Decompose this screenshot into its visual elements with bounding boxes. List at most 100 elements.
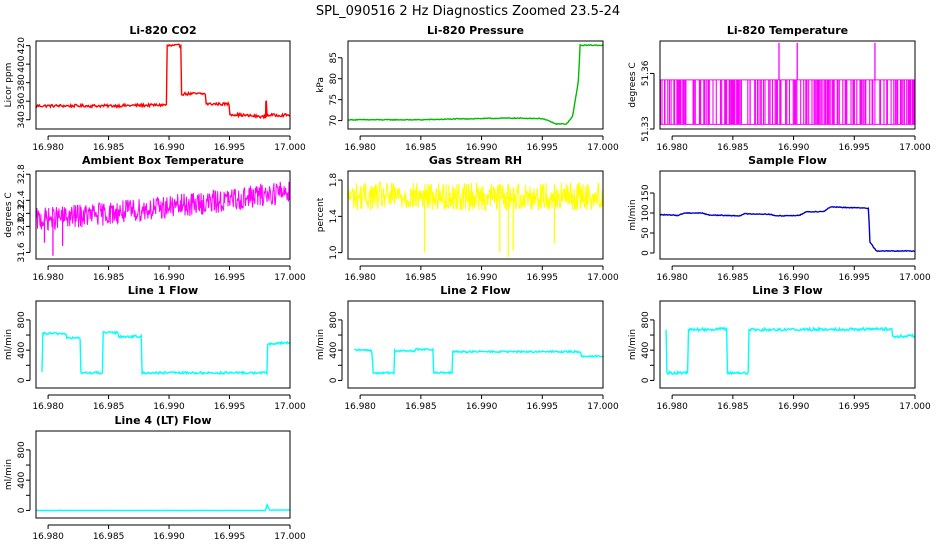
panel-8-x-axis: 16.980 16.985 16.990 16.995 17.000 — [344, 394, 619, 412]
panel-6-y-tick-label: 0 — [641, 250, 651, 256]
panel-2-x-tick-label: 16.990 — [466, 143, 498, 153]
panel-7-x-axis: 16.980 16.985 16.990 16.995 17.000 — [32, 394, 306, 412]
panel-4-x-tick-label: 17.000 — [274, 273, 306, 283]
panel-10: Line 4 (LT) Flow ml/min 16.980 16.985 16.990… — [4, 414, 306, 542]
panel-4-x-tick-label: 16.990 — [153, 273, 185, 283]
panel-2-x-tick-label: 16.985 — [405, 143, 437, 153]
panel-5-x-tick-label: 16.995 — [527, 273, 559, 283]
panel-7-y-tick-label: 800 — [17, 311, 27, 328]
panel-7-x-tick-label: 16.980 — [32, 402, 64, 412]
panel-8-x-tick-label: 16.980 — [344, 402, 376, 412]
panel-5-y-axis: 1.0 1.4 1.8 — [329, 173, 343, 260]
panel-3-x-tick-label: 16.980 — [656, 143, 688, 153]
figure-title: SPL_090516 2 Hz Diagnostics Zoomed 23.5-… — [316, 4, 620, 19]
panel-10-y-tick-label: 800 — [17, 441, 27, 458]
panel-10-y-tick-label: 400 — [17, 471, 27, 488]
panel-4-x-tick-label: 16.985 — [93, 273, 125, 283]
panel-10-ylabel: ml/min — [4, 459, 14, 490]
panel-9-y-tick-label: 800 — [641, 311, 651, 328]
panel-5-x-axis: 16.980 16.985 16.990 16.995 17.000 — [344, 265, 619, 283]
panel-6-series-line — [660, 205, 915, 253]
panel-4-ylabel: degrees C — [4, 192, 14, 237]
panel-2-series-line — [348, 43, 603, 126]
panel-1-y-tick-label: 340 — [17, 111, 27, 128]
panel-5-y-tick-label: 1.0 — [329, 245, 339, 260]
panel-8-data — [353, 347, 603, 376]
panel-3-x-tick-label: 17.000 — [899, 143, 931, 153]
panel-1-y-tick-label: 400 — [17, 55, 27, 72]
panel-4-data — [36, 181, 290, 256]
panel-3-x-tick-label: 16.985 — [717, 143, 749, 153]
panel-8-y-tick-label: 0 — [329, 377, 339, 383]
panel-9-data — [665, 326, 915, 376]
panel-6-x-tick-label: 16.985 — [717, 273, 749, 283]
panel-1-data — [36, 43, 290, 120]
panel-6-y-tick-label: 150 — [641, 184, 651, 201]
panel-5-series-line — [348, 180, 603, 213]
panel-9-x-tick-label: 16.985 — [717, 402, 749, 412]
panel-6-x-tick-label: 16.995 — [839, 273, 871, 283]
panel-2-frame — [347, 40, 604, 130]
panel-10-title: Line 4 (LT) Flow — [115, 414, 212, 427]
panel-1-x-tick-label: 16.995 — [214, 143, 246, 153]
panel-10-x-tick-label: 16.995 — [214, 532, 246, 540]
panel-10-series-line — [36, 502, 290, 512]
panel-2-y-tick-label: 70 — [329, 115, 339, 127]
panel-8-title: Line 2 Flow — [440, 284, 510, 297]
panel-1-frame — [35, 40, 291, 130]
panel-8-y-axis: 0 400 800 — [329, 311, 343, 383]
panel-6-y-tick-label: 50 — [641, 227, 651, 239]
panel-1-x-tick-label: 16.990 — [153, 143, 185, 153]
panel-6-x-tick-label: 16.980 — [656, 273, 688, 283]
panel-2-y-tick-label: 75 — [329, 94, 339, 105]
panel-2-x-tick-label: 16.980 — [344, 143, 376, 153]
panel-7-data — [41, 330, 290, 376]
panel-8-x-tick-label: 16.995 — [527, 402, 559, 412]
panel-7-x-tick-label: 16.995 — [214, 402, 246, 412]
panel-7-title: Line 1 Flow — [128, 284, 198, 297]
panel-9-frame — [659, 300, 916, 389]
panel-8-y-tick-label: 800 — [329, 311, 339, 328]
panel-2-ylabel: kPa — [316, 77, 326, 93]
panel-2-x-tick-label: 16.995 — [527, 143, 559, 153]
panel-9-x-tick-label: 16.990 — [778, 402, 810, 412]
panel-4-y-tick-label: 32.0 — [17, 216, 27, 236]
panel-6-ylabel: ml/min — [628, 199, 638, 230]
panel-3-y-tick-label: 51.36 — [641, 60, 651, 86]
panel-8: Line 2 Flow ml/min 16.980 16.985 16.990 16.99… — [316, 284, 619, 412]
panel-1-x-tick-label: 16.985 — [93, 143, 125, 153]
panel-4-y-tick-label: 32.4 — [17, 190, 27, 210]
panel-1-x-tick-label: 17.000 — [274, 143, 306, 153]
panel-8-x-tick-label: 16.985 — [405, 402, 437, 412]
panel-7-frame — [35, 300, 291, 389]
panel-10-data — [36, 502, 290, 512]
panel-10-frame — [35, 430, 291, 519]
panel-7-x-tick-label: 16.985 — [93, 402, 125, 412]
panel-6: Sample Flow ml/min 16.980 16.985 16.990 16.99… — [628, 154, 931, 283]
panel-9-y-axis: 0 400 800 — [641, 311, 655, 383]
panel-3-y-axis: 51.33 51.36 — [641, 60, 655, 142]
panel-3-ylabel: degrees C — [628, 62, 638, 107]
panel-4-y-tick-label: 31.6 — [17, 242, 27, 262]
panel-3-x-axis: 16.980 16.985 16.990 16.995 17.000 — [656, 135, 931, 153]
panel-1-series-line — [36, 43, 290, 120]
panel-7-y-tick-label: 0 — [17, 377, 27, 383]
panel-7-series-line — [41, 330, 290, 376]
panel-4-y-axis: 31.6 32.032.232.4 32.8 — [17, 164, 31, 263]
panel-9-x-tick-label: 17.000 — [899, 402, 931, 412]
panel-4-y-tick-label: 32.8 — [17, 164, 27, 184]
panel-1-y-tick-label: 380 — [17, 74, 27, 91]
panel-1-ylabel: Licor ppm — [4, 63, 14, 108]
panel-7-y-tick-label: 400 — [17, 341, 27, 358]
panel-2-y-tick-label: 85 — [329, 52, 339, 63]
panel-9-x-tick-label: 16.995 — [839, 402, 871, 412]
panel-6-data — [660, 205, 915, 253]
panel-9: Line 3 Flow ml/min 16.980 16.985 16.990 16.99… — [628, 284, 931, 412]
panel-10-y-axis: 0 400 800 — [17, 441, 31, 513]
panel-7-x-tick-label: 17.000 — [274, 402, 306, 412]
panel-4-x-axis: 16.980 16.985 16.990 16.995 17.000 — [32, 265, 306, 283]
